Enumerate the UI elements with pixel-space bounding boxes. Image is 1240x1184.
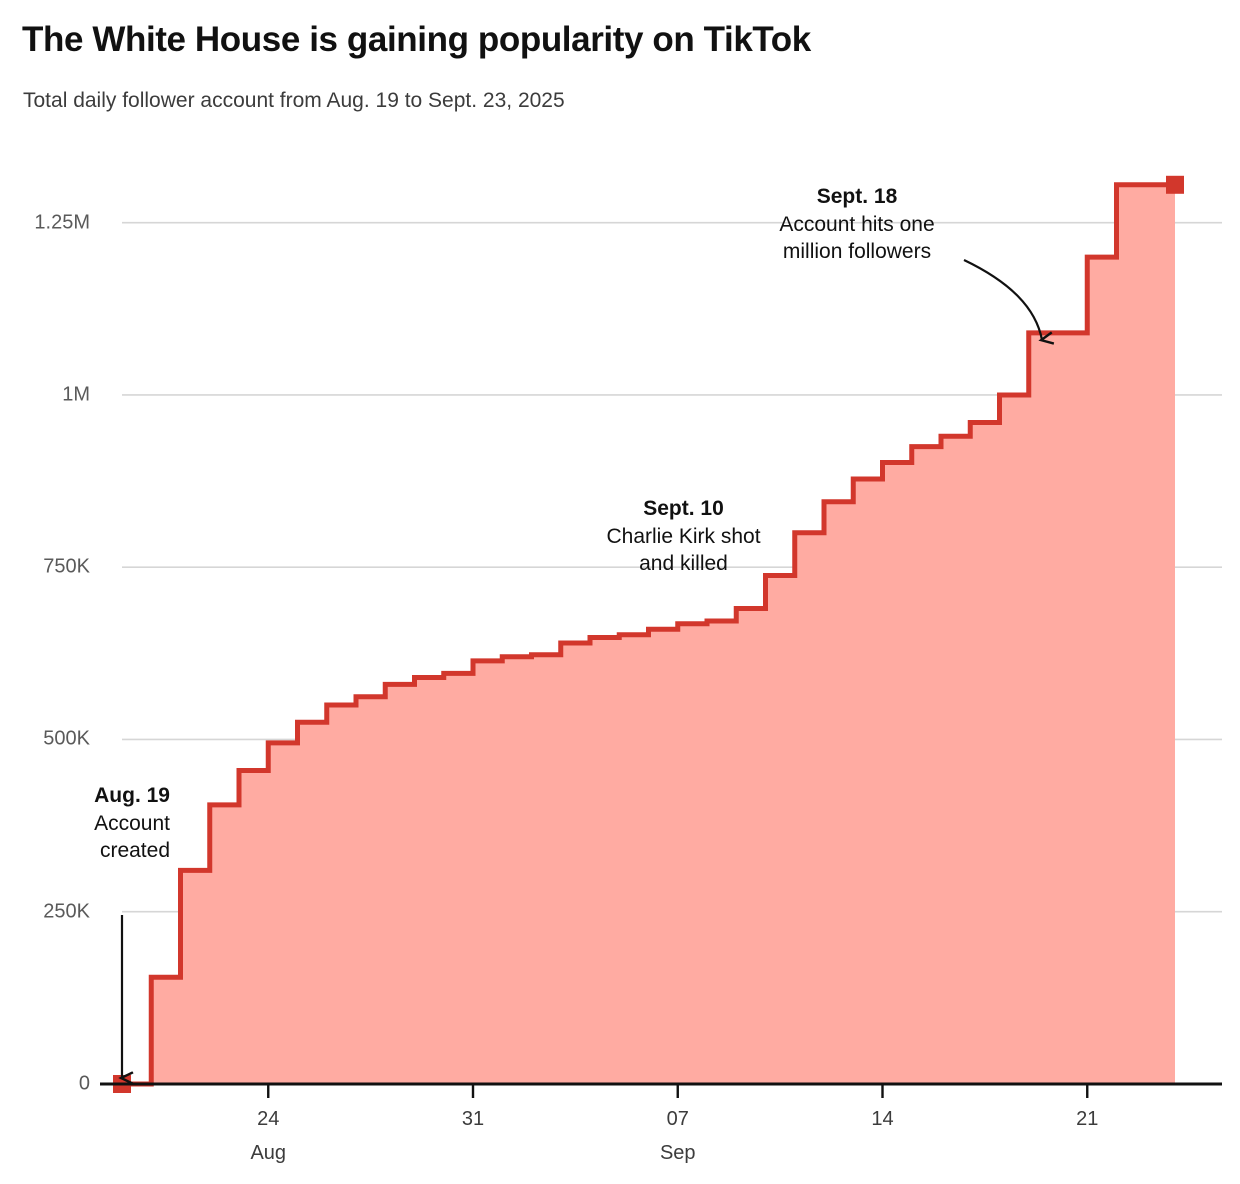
annotation-aug-19-line2: created (99, 839, 170, 863)
annotation-sept-18-head: Sept. 18 (816, 185, 898, 208)
x-tick-month-label: Aug (250, 1142, 287, 1164)
y-tick-label: 750K (43, 555, 90, 578)
data-point-marker (1166, 175, 1184, 194)
step-line-shape (122, 182, 1175, 1087)
x-tick-label: 21 (1076, 1108, 1099, 1130)
y-tick-label: 250K (43, 900, 90, 923)
x-tick-label: 31 (461, 1108, 485, 1130)
x-tick-label: 14 (871, 1108, 894, 1130)
x-tick-label: 24 (257, 1108, 280, 1130)
y-tick-label: 1.25M (34, 211, 90, 234)
x-tick-month-label: Sep (659, 1142, 696, 1164)
annotation-aug-19-line1: Account (94, 811, 170, 835)
annotation-sept-10: Sept. 10 Charlie Kirk shot and killed (576, 495, 791, 578)
chart-annotation-arrows (122, 259, 1042, 1078)
annotation-sept-10-line2: and killed (639, 552, 728, 576)
y-tick-label: 500K (43, 727, 90, 750)
annotation-sept-18: Sept. 18 Account hits one million follow… (747, 183, 967, 266)
chart-step-line (122, 182, 1175, 1087)
x-tick-label: 07 (666, 1108, 689, 1130)
chart-subtitle: Total daily follower account from Aug. 1… (23, 89, 565, 112)
sept18-arrow (963, 259, 1042, 340)
chart-x-tick-marks (267, 1084, 1089, 1098)
y-tick-label: 1M (62, 383, 90, 406)
chart-title: The White House is gaining popularity on… (22, 20, 811, 59)
annotation-aug-19: Aug. 19 Account created (20, 782, 170, 865)
annotation-sept-18-line1: Account hits one (779, 212, 935, 236)
annotation-aug-19-head: Aug. 19 (94, 784, 170, 807)
y-tick-label: 0 (78, 1072, 90, 1095)
annotation-sept-10-line1: Charlie Kirk shot (606, 524, 761, 548)
annotation-sept-18-line2: million followers (782, 240, 932, 264)
annotation-sept-10-head: Sept. 10 (643, 497, 724, 520)
